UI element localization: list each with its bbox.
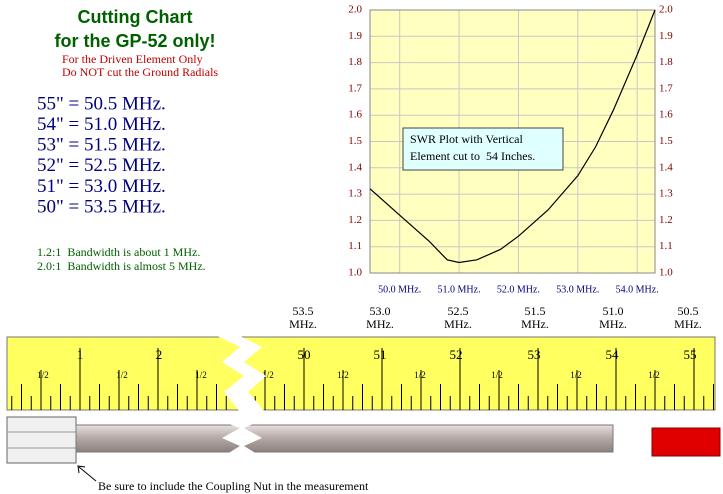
y2-tick-label: 1.2 [659, 214, 673, 226]
frequency-unit: MHz. [366, 317, 394, 331]
half-label: 1/2 [491, 370, 503, 380]
y-tick-label: 2.0 [348, 4, 362, 16]
y2-tick-label: 1.5 [659, 135, 673, 147]
half-label: 1/2 [648, 370, 660, 380]
plot-frame [369, 9, 656, 274]
y2-tick-label: 1.4 [659, 161, 673, 173]
subtitle: for the GP-52 only! [54, 31, 215, 51]
inch-label: 53 [528, 347, 541, 362]
coupling-nut [6, 416, 77, 464]
length-row: 50" = 53.5 MHz. [37, 196, 166, 217]
frequency-label: 52.5 [448, 304, 469, 318]
inch-label: 52 [450, 347, 463, 362]
y2-tick-label: 1.7 [659, 82, 673, 94]
half-label: 1/2 [37, 370, 49, 380]
frequency-unit: MHz. [599, 317, 627, 331]
annotation: SWR Plot with Vertical Element cut to 54 … [410, 132, 535, 163]
x-tick-label: 51.0 MHz. [438, 284, 481, 295]
frequency-unit: MHz. [674, 317, 702, 331]
y2-tick-label: 1.1 [659, 240, 673, 252]
frequency-label: 51.0 [603, 304, 624, 318]
title: Cutting Chart [78, 7, 193, 27]
y-tick-label: 1.7 [348, 82, 362, 94]
y-tick-label: 1.6 [348, 109, 362, 121]
y-tick-label: 1.1 [348, 240, 362, 252]
frequency-label: 51.5 [525, 304, 546, 318]
length-row: 53" = 51.5 MHz. [37, 135, 166, 156]
annotation-line: SWR Plot with Vertical [410, 132, 523, 146]
half-label: 1/2 [414, 370, 426, 380]
y-tick-label: 1.4 [348, 161, 362, 173]
length-row: 51" = 53.0 MHz. [37, 176, 166, 197]
note: For the Driven Element Only [62, 52, 203, 66]
x-tick-label: 53.0 MHz. [556, 284, 599, 295]
inch-label: 55 [684, 347, 697, 362]
half-label: 1/2 [195, 370, 207, 380]
frequency-label: 53.0 [370, 304, 391, 318]
break [218, 420, 262, 457]
arrow-head [77, 465, 86, 474]
bandwidth-note: 2.0:1 Bandwidth is almost 5 MHz. [37, 259, 206, 273]
y-tick-label: 1.0 [348, 267, 362, 279]
y-tick-label: 1.3 [348, 188, 362, 200]
y-tick-label: 1.5 [348, 135, 362, 147]
x-tick-label: 52.0 MHz. [497, 284, 540, 295]
inch-label: 51 [374, 347, 387, 362]
y2-tick-label: 1.0 [659, 267, 673, 279]
frequency-label: 50.5 [678, 304, 699, 318]
y-tick-label: 1.2 [348, 214, 362, 226]
inch-label: 2 [156, 347, 163, 362]
radial-end [651, 427, 721, 457]
bandwidth-note: 1.2:1 Bandwidth is about 1 MHz. [37, 245, 200, 259]
ruler-break [215, 335, 266, 412]
annotation-box [402, 127, 564, 171]
note: Do NOT cut the Ground Radials [62, 65, 218, 79]
swr-curve [369, 9, 656, 264]
footnote: Be sure to include the Coupling Nut in t… [98, 479, 369, 493]
half-label: 1/2 [262, 370, 274, 380]
element-tube [75, 424, 614, 453]
half-label: 1/2 [337, 370, 349, 380]
inch-label: 54 [606, 347, 620, 362]
inch-label: 50 [298, 347, 311, 362]
annotation-line: Element cut to 54 Inches. [410, 149, 535, 163]
inch-label: 1 [77, 347, 84, 362]
y2-tick-label: 1.8 [659, 56, 673, 68]
length-row: 55" = 50.5 MHz. [37, 93, 166, 114]
frequency-label: 53.5 [293, 304, 314, 318]
y2-tick-label: 1.3 [659, 188, 673, 200]
length-row: 54" = 51.0 MHz. [37, 114, 166, 135]
y2-tick-label: 1.6 [659, 109, 673, 121]
y2-tick-label: 1.9 [659, 30, 673, 42]
frequency-unit: MHz. [521, 317, 549, 331]
y2-tick-label: 2.0 [659, 4, 673, 16]
frequency-unit: MHz. [289, 317, 317, 331]
y-tick-label: 1.8 [348, 56, 362, 68]
length-row: 52" = 52.5 MHz. [37, 155, 166, 176]
half-label: 1/2 [570, 370, 582, 380]
arrow [78, 466, 97, 482]
x-tick-label: 54.0 MHz. [616, 284, 659, 295]
y-tick-label: 1.9 [348, 30, 362, 42]
frequency-unit: MHz. [444, 317, 472, 331]
half-label: 1/2 [116, 370, 128, 380]
x-tick-label: 50.0 MHz. [378, 284, 421, 295]
